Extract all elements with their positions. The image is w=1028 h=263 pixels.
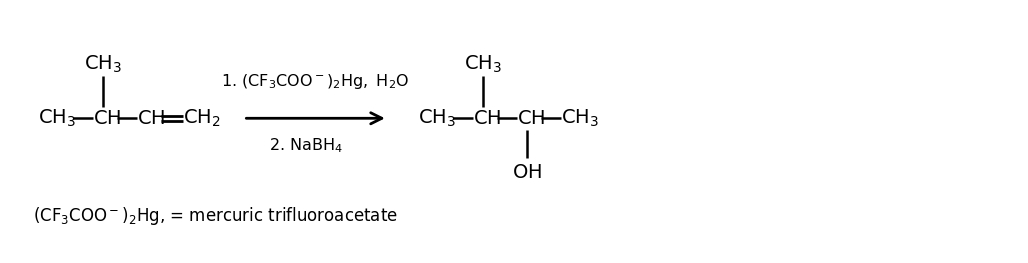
Text: $\mathregular{CH_3}$: $\mathregular{CH_3}$ — [417, 108, 455, 129]
Text: $\mathregular{CH_2}$: $\mathregular{CH_2}$ — [183, 108, 221, 129]
Text: $\mathregular{CH_3}$: $\mathregular{CH_3}$ — [38, 108, 76, 129]
Text: $\mathregular{CH}$: $\mathregular{CH}$ — [94, 109, 121, 128]
Text: $\mathregular{CH_3}$: $\mathregular{CH_3}$ — [560, 108, 598, 129]
Text: $\mathregular{CH_3}$: $\mathregular{CH_3}$ — [465, 54, 502, 75]
Text: $\mathregular{(CF_3COO^-)_2Hg}$, = mercuric trifluoroacetate: $\mathregular{(CF_3COO^-)_2Hg}$, = mercu… — [33, 205, 398, 227]
Text: $\mathregular{CH}$: $\mathregular{CH}$ — [517, 109, 545, 128]
Text: $\mathregular{CH}$: $\mathregular{CH}$ — [137, 109, 166, 128]
Text: 2. $\mathregular{NaBH_4}$: 2. $\mathregular{NaBH_4}$ — [268, 136, 342, 155]
Text: 1. $\mathregular{(CF_3COO^-)_2Hg, \ H_2O}$: 1. $\mathregular{(CF_3COO^-)_2Hg, \ H_2O… — [221, 72, 410, 91]
Text: $\mathregular{OH}$: $\mathregular{OH}$ — [512, 163, 542, 182]
Text: $\mathregular{CH}$: $\mathregular{CH}$ — [473, 109, 502, 128]
Text: $\mathregular{CH_3}$: $\mathregular{CH_3}$ — [84, 54, 122, 75]
